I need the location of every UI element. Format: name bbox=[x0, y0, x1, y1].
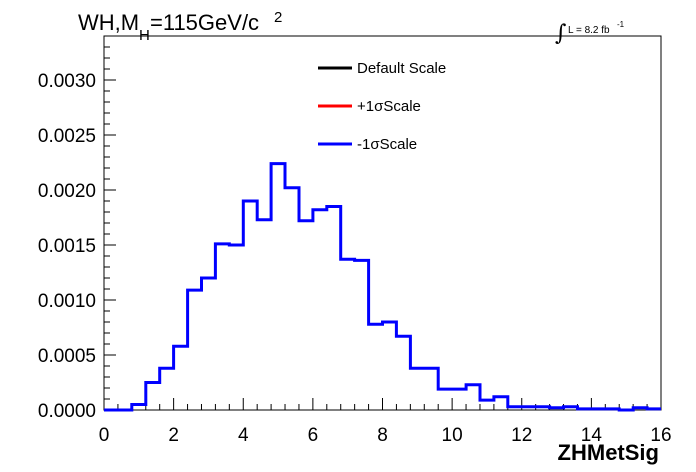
y-tick-labels: 0.0000 0.0005 0.0010 0.0015 0.0020 0.0025 0.00… bbox=[38, 71, 96, 422]
x-tick-label: 16 bbox=[650, 425, 671, 446]
lumi-superscript: -1 bbox=[617, 20, 625, 29]
title-subscript: H bbox=[139, 27, 150, 44]
legend-label: Default Scale bbox=[357, 60, 446, 77]
plot-frame bbox=[103, 35, 662, 411]
x-tick-label: 12 bbox=[511, 425, 532, 446]
x-tick-label: 6 bbox=[308, 425, 319, 446]
y-tick-label: 0.0010 bbox=[38, 291, 96, 312]
y-tick-label: 0.0025 bbox=[38, 126, 96, 147]
title-rest: =115GeV/c bbox=[150, 10, 259, 35]
axis-ticks bbox=[103, 35, 662, 411]
lumi-label: L = 8.2 fb bbox=[568, 25, 610, 36]
x-tick-label: 10 bbox=[442, 425, 463, 446]
x-tick-label: 14 bbox=[581, 425, 603, 446]
y-tick-label: 0.0005 bbox=[38, 346, 96, 367]
legend: Default Scale +1σScale -1σScale bbox=[318, 60, 446, 153]
y-tick-label: 0.0020 bbox=[38, 181, 96, 202]
title-superscript: 2 bbox=[274, 9, 282, 26]
x-tick-labels: 0 2 4 6 8 10 12 14 16 bbox=[99, 425, 672, 446]
series-group bbox=[104, 162, 661, 412]
x-tick-label: 2 bbox=[168, 425, 179, 446]
x-tick-label: 0 bbox=[99, 425, 110, 446]
y-tick-label: 0.0000 bbox=[38, 401, 96, 422]
y-tick-label: 0.0015 bbox=[38, 236, 96, 257]
x-tick-label: 8 bbox=[377, 425, 388, 446]
x-axis-label: ZHMetSig bbox=[558, 440, 659, 465]
x-tick-label: 4 bbox=[238, 425, 249, 446]
legend-label: -1σScale bbox=[357, 136, 417, 153]
legend-label: +1σScale bbox=[357, 98, 421, 115]
series-line bbox=[104, 162, 661, 412]
title-main: WH,M bbox=[78, 10, 139, 35]
y-tick-label: 0.0030 bbox=[38, 71, 96, 92]
lumi-integral: ∫ bbox=[555, 21, 567, 46]
